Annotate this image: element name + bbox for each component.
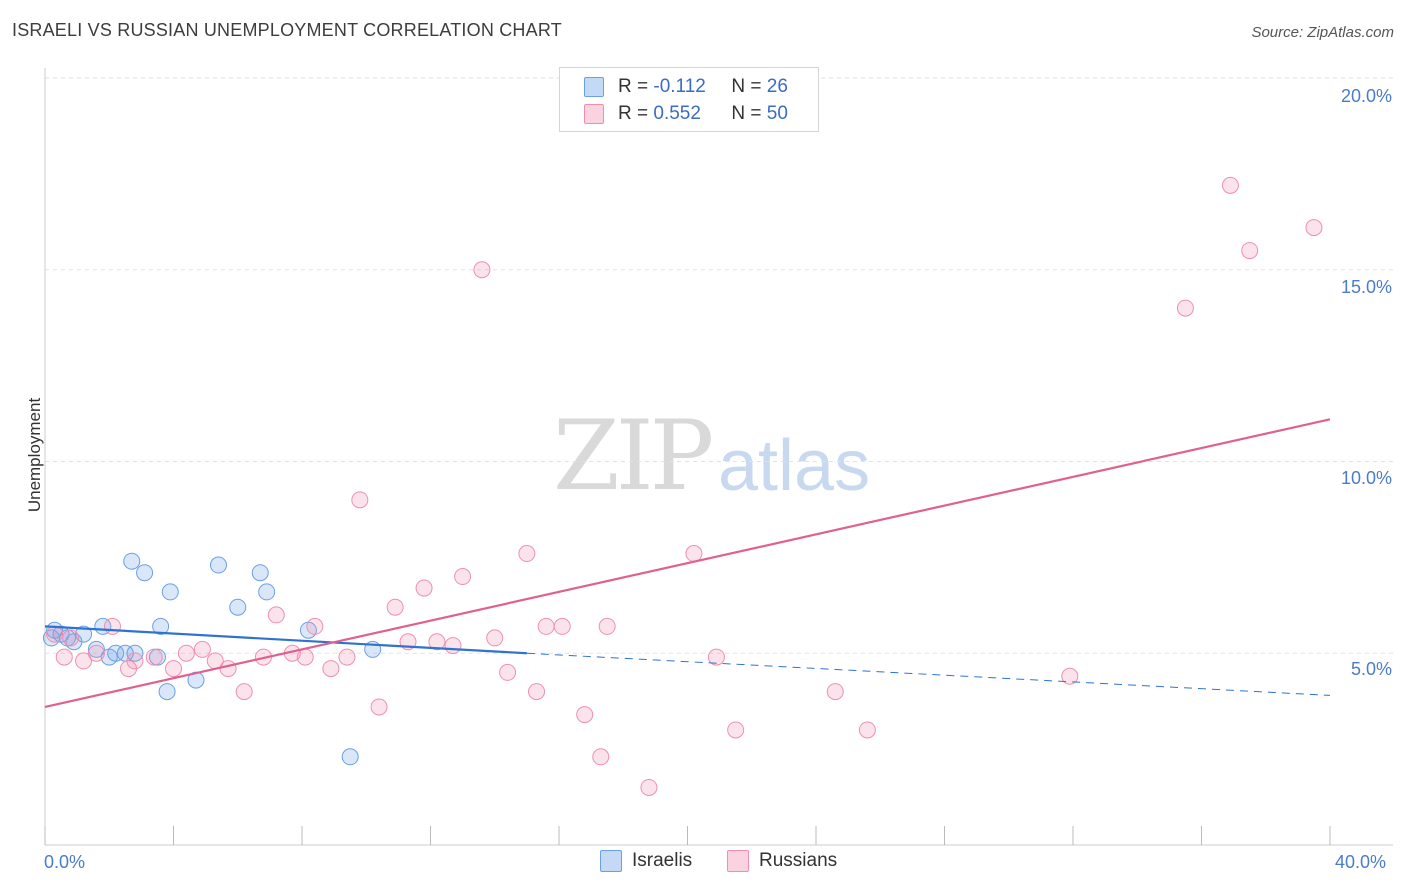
- russians-point: [473, 261, 491, 279]
- n-label: N =: [731, 76, 767, 97]
- israelis-point: [158, 683, 176, 701]
- stats-legend: R = -0.112 N = 26 R = 0.552 N = 50: [559, 67, 819, 132]
- russians-point: [444, 637, 462, 655]
- r-value: 0.552: [653, 103, 701, 124]
- y-tick-label: 20.0%: [1340, 86, 1392, 106]
- n-value: 50: [766, 103, 788, 124]
- israelis-point: [341, 748, 359, 766]
- russians-point: [219, 660, 237, 678]
- russians-point: [537, 617, 555, 635]
- russians-point: [193, 640, 211, 658]
- x-tick-label: 40.0%: [1335, 852, 1387, 872]
- russians-point: [165, 660, 182, 678]
- legend-label: Russians: [759, 850, 838, 871]
- russians-point: [145, 648, 163, 666]
- legend-item-russians[interactable]: Russians: [727, 850, 837, 872]
- russians-legend-swatch: [727, 850, 749, 872]
- russians-trend-line: [44, 418, 1331, 709]
- russians-swatch: [584, 104, 604, 124]
- israelis-point: [87, 640, 105, 658]
- israelis-swatch: [584, 77, 604, 97]
- russians-point: [103, 617, 121, 635]
- russians-point: [296, 648, 314, 666]
- russians-point: [46, 625, 64, 643]
- russians-point: [75, 652, 93, 670]
- russians-point: [235, 683, 253, 701]
- russians-point: [126, 652, 144, 670]
- russians-point: [707, 648, 725, 666]
- russians-point: [826, 683, 844, 701]
- r-value: -0.112: [653, 76, 706, 97]
- russians-point: [1305, 219, 1323, 237]
- israelis-point: [258, 583, 276, 601]
- russians-point: [386, 598, 404, 616]
- russians-point: [640, 778, 658, 796]
- russians-point: [528, 683, 546, 701]
- russians-point: [370, 698, 388, 716]
- n-label: N =: [731, 103, 767, 124]
- russians-point: [62, 629, 80, 647]
- russians-point: [576, 706, 594, 724]
- y-tick-label: 15.0%: [1340, 277, 1392, 297]
- russians-point: [518, 545, 536, 563]
- russians-point: [267, 606, 285, 624]
- israelis-point: [152, 617, 170, 635]
- israelis-point: [229, 598, 247, 616]
- israelis-point: [209, 556, 227, 574]
- israelis-trend-line: [44, 625, 527, 655]
- legend-label: Israelis: [632, 850, 693, 871]
- russians-point: [87, 644, 105, 662]
- russians-point: [322, 660, 340, 678]
- israelis-trend-extension: [526, 652, 1331, 696]
- legend-item-israelis[interactable]: Israelis: [600, 850, 692, 872]
- russians-point: [499, 663, 517, 681]
- russians-point: [553, 617, 571, 635]
- russians-point: [1061, 667, 1079, 685]
- israelis-point: [75, 625, 93, 643]
- israelis-legend-swatch: [600, 850, 622, 872]
- russians-point: [1241, 242, 1259, 260]
- x-tick-label: 0.0%: [44, 852, 86, 872]
- russians-point: [177, 644, 195, 662]
- y-axis-label: Unemployment: [25, 397, 45, 513]
- russians-point: [338, 648, 356, 666]
- israelis-point: [251, 564, 269, 582]
- russians-point: [592, 748, 610, 766]
- russians-point: [1221, 176, 1239, 194]
- russians-point: [685, 545, 703, 563]
- russians-point: [415, 579, 433, 597]
- r-label: R =: [618, 76, 654, 97]
- watermark-atlas: atlas: [718, 426, 871, 506]
- russians-point: [306, 617, 324, 635]
- r-label: R =: [618, 103, 654, 124]
- chart-title: ISRAELI VS RUSSIAN UNEMPLOYMENT CORRELAT…: [12, 20, 562, 40]
- israelis-point: [161, 583, 179, 601]
- watermark-zip: ZIP: [553, 400, 714, 512]
- n-value: 26: [766, 76, 788, 97]
- russians-point: [454, 568, 472, 586]
- israelis-point: [136, 564, 154, 582]
- source-label: Source: ZipAtlas.com: [1251, 24, 1394, 41]
- y-tick-label: 10.0%: [1340, 468, 1392, 488]
- russians-point: [55, 648, 73, 666]
- russians-point: [727, 721, 745, 739]
- russians-point: [858, 721, 876, 739]
- russians-point: [486, 629, 504, 647]
- russians-point: [428, 633, 446, 651]
- russians-point: [598, 617, 616, 635]
- russians-point: [1176, 299, 1194, 317]
- israelis-point: [107, 644, 125, 662]
- israelis-point: [123, 552, 141, 570]
- russians-point: [351, 491, 369, 509]
- y-tick-label: 5.0%: [1350, 659, 1392, 679]
